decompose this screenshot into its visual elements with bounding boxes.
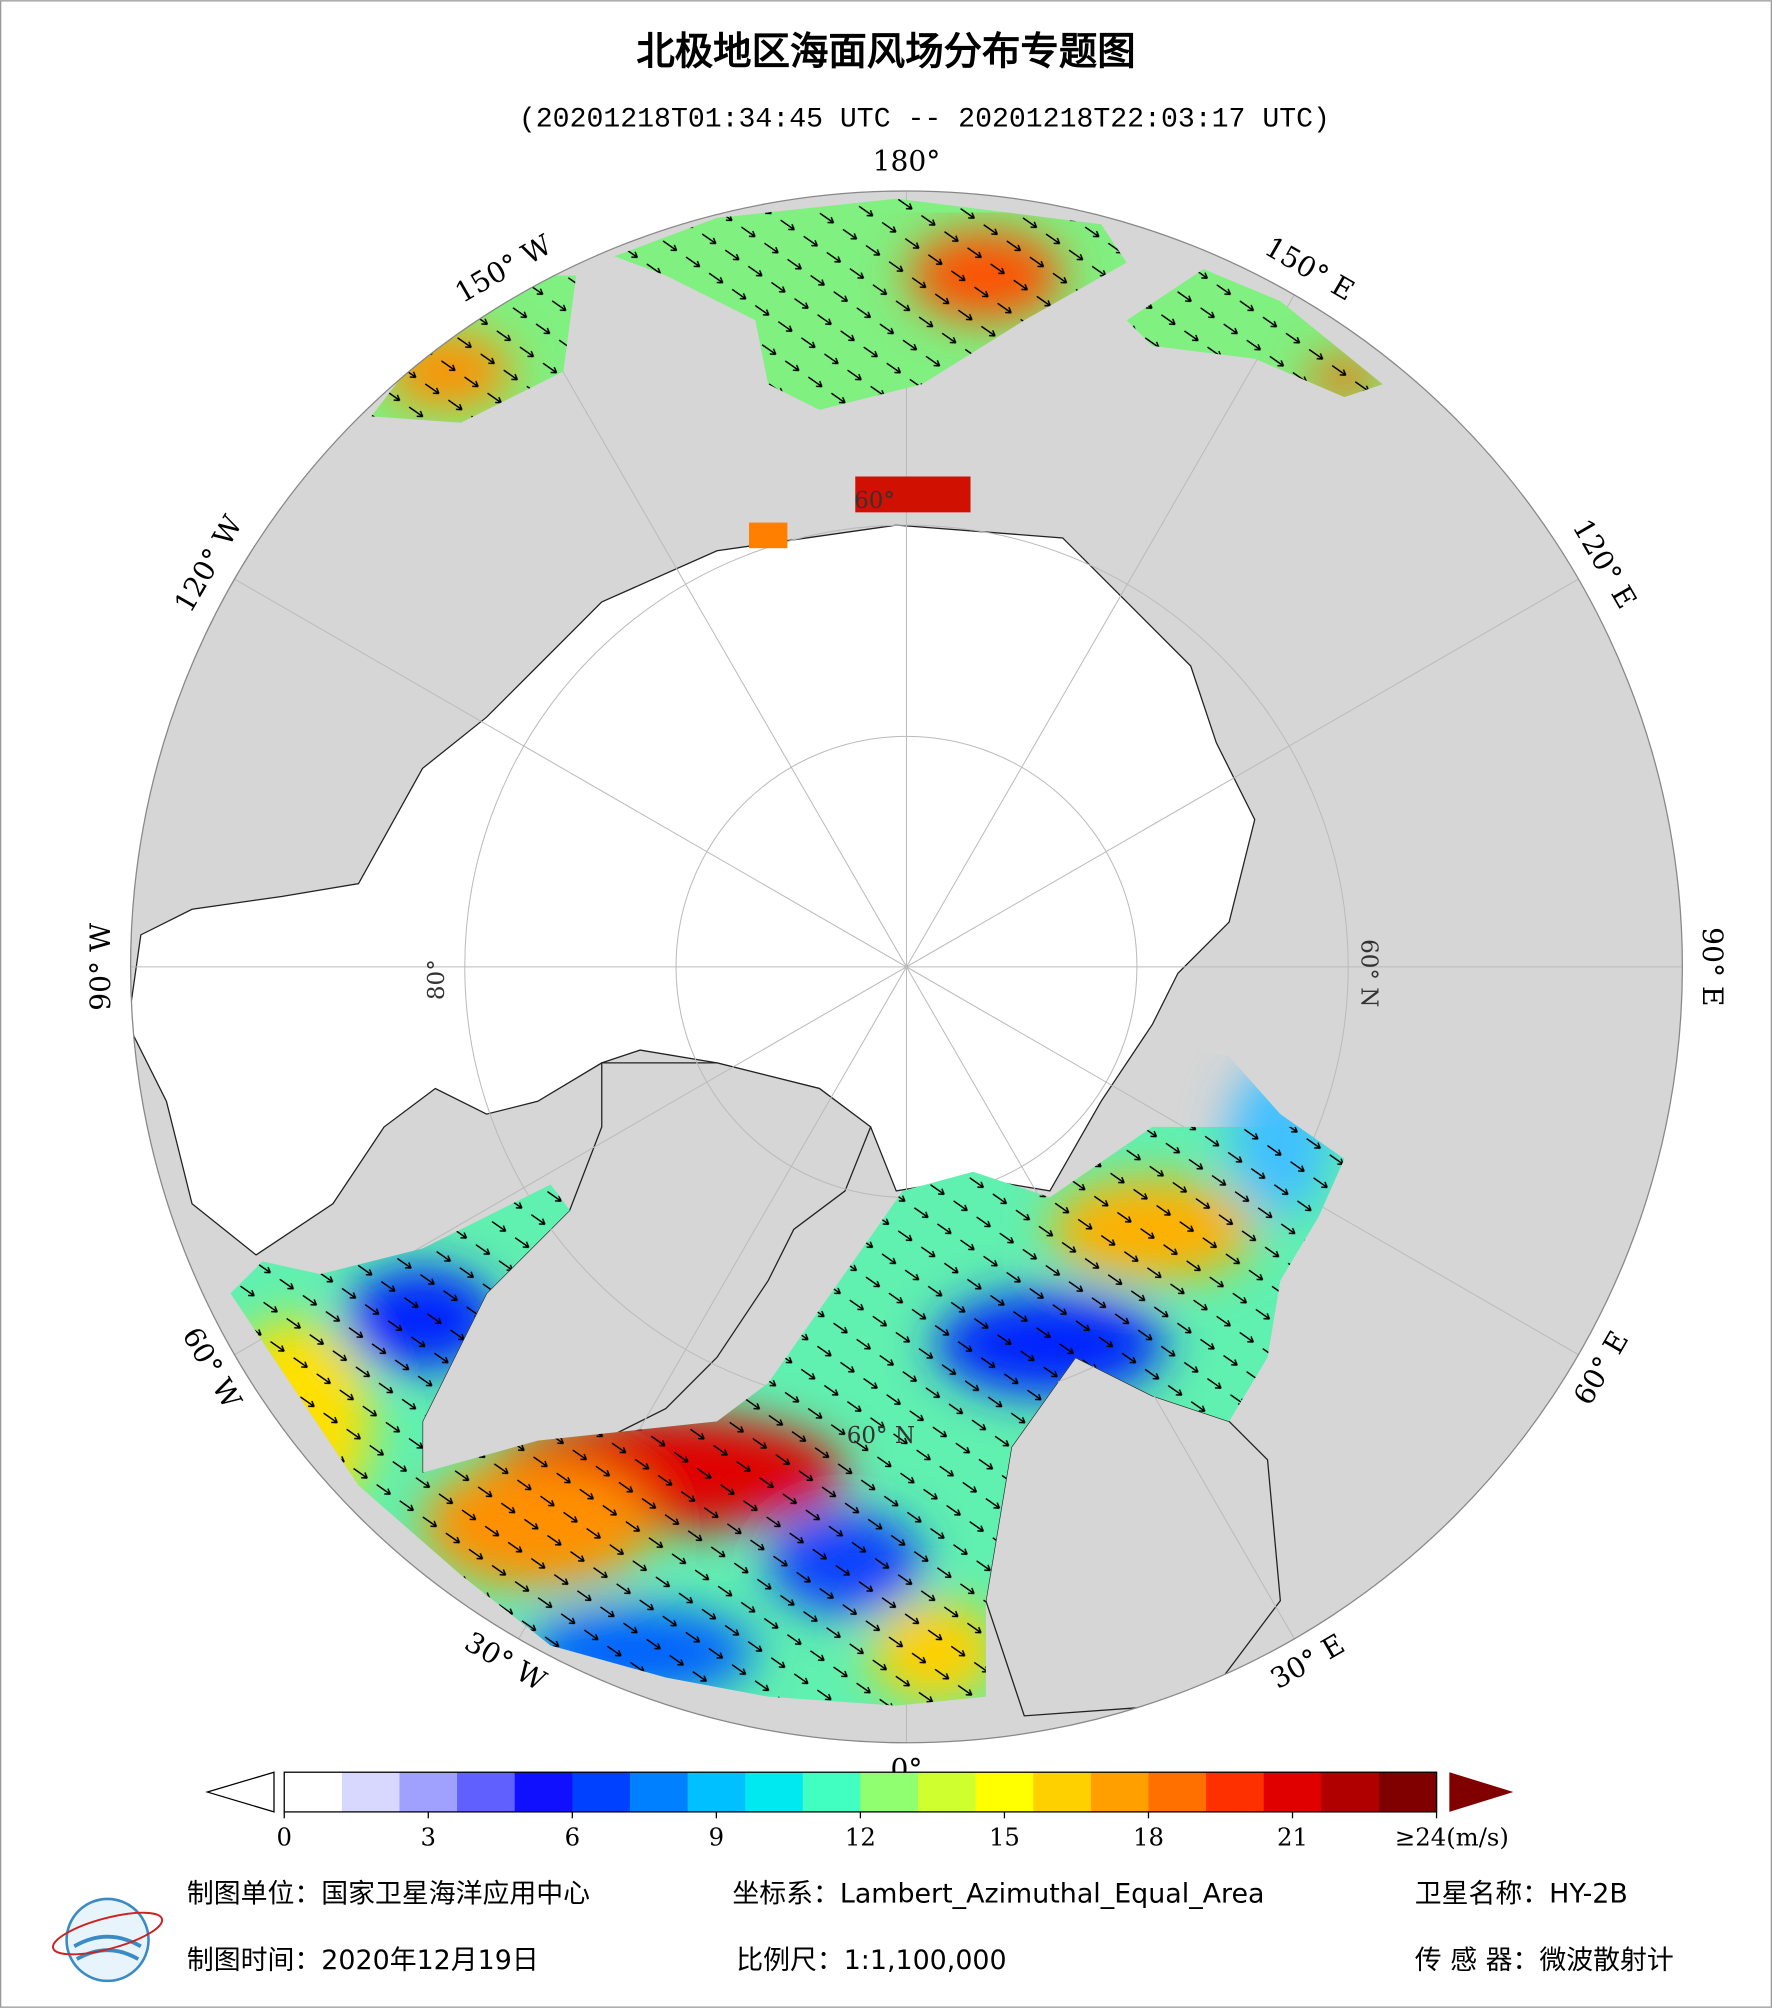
subtitle: (20201218T01:34:45 UTC -- 20201218T22:03… [519, 105, 1330, 136]
footer-satellite: 卫星名称：HY-2B [1415, 1879, 1628, 1910]
colorbar-swatch [284, 1772, 343, 1812]
colorbar-swatch [572, 1772, 631, 1812]
latitude-label: 60° N [847, 1423, 915, 1449]
latitude-label: 60° N [1355, 939, 1381, 1007]
colorbar: 0 3 6 9 12 15 18 21 ≥24(m/s) [205, 1771, 1514, 1851]
colorbar-swatch [1090, 1772, 1150, 1812]
footer-unit: 制图单位：国家卫星海洋应用中心 [187, 1879, 590, 1910]
colorbar-swatch [1033, 1772, 1092, 1812]
longitude-label: 90° E [1696, 927, 1729, 1006]
footer-sensor: 传 感 器：微波散射计 [1415, 1945, 1674, 1976]
colorbar-swatch [629, 1772, 689, 1812]
colorbar-tick-label: 18 [1133, 1822, 1164, 1851]
colorbar-swatch [1148, 1772, 1207, 1812]
wind-patch [749, 522, 788, 549]
colorbar-swatch [457, 1772, 516, 1812]
footer-coordinate: 坐标系：Lambert_Azimuthal_Equal_Area [732, 1879, 1264, 1910]
longitude-label: 90° W [84, 923, 117, 1011]
title: 北极地区海面风场分布专题图 [636, 29, 1135, 74]
longitude-label: 180° [873, 144, 941, 177]
latitude-label: 80° [424, 959, 450, 1000]
colorbar-tick-label: 3 [421, 1822, 436, 1851]
wind-patch [855, 476, 971, 513]
latitude-label: 60° [854, 488, 895, 514]
colorbar-swatch [1206, 1772, 1265, 1812]
colorbar-swatch [687, 1772, 746, 1812]
colorbar-swatch [514, 1772, 573, 1812]
colorbar-swatch [802, 1772, 862, 1812]
colorbar-swatch [399, 1772, 458, 1812]
colorbar-tick-label: 9 [709, 1822, 724, 1851]
colorbar-swatch [745, 1772, 804, 1812]
colorbar-swatch [975, 1772, 1034, 1812]
colorbar-swatch [860, 1772, 919, 1812]
map-border [129, 190, 1684, 1744]
colorbar-over [1449, 1772, 1514, 1812]
greenland [421, 1062, 872, 1474]
colorbar-tick-label: 15 [989, 1822, 1020, 1851]
colorbar-tick-label: 6 [565, 1822, 580, 1851]
footer-date: 制图时间：2020年12月19日 [187, 1945, 539, 1976]
colorbar-tick-label: 0 [277, 1822, 292, 1851]
colorbar-tick-label: ≥24(m/s) [1395, 1822, 1509, 1851]
logo [52, 1897, 164, 1983]
colorbar-swatch [341, 1772, 401, 1812]
colorbar-tick-label: 12 [845, 1822, 876, 1851]
arctic-ocean [130, 524, 1256, 1256]
colorbar-swatch [1263, 1772, 1322, 1812]
footer-scale: 比例尺：1:1,100,000 [736, 1945, 1006, 1976]
map-disk [130, 190, 1683, 1743]
colorbar-swatch [1378, 1772, 1438, 1812]
colorbar-tick-label: 21 [1277, 1822, 1308, 1851]
colorbar-swatch [1321, 1772, 1380, 1812]
colorbar-swatch [918, 1772, 977, 1812]
colorbar-under [205, 1771, 275, 1813]
